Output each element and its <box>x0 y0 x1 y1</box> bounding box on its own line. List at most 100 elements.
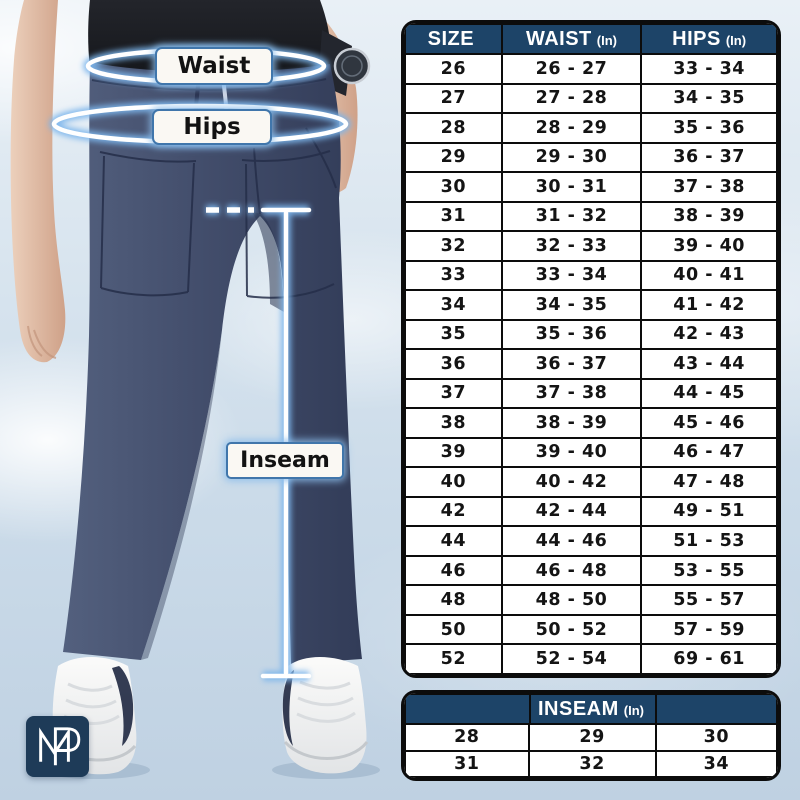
brand-logo <box>26 716 89 777</box>
size-cell: 26 <box>404 53 503 85</box>
waist-cell: 30 - 31 <box>500 171 643 203</box>
inseam-cell: 32 <box>527 749 657 778</box>
size-row: 42 42 - 44 49 - 51 <box>404 495 778 528</box>
size-row: 38 38 - 39 45 - 46 <box>404 407 778 439</box>
hips-cell: 40 - 41 <box>640 259 778 292</box>
col-header-size: SIZE <box>404 23 503 55</box>
waist-cell: 42 - 44 <box>500 495 643 528</box>
hips-cell: 46 - 47 <box>640 436 778 469</box>
hips-cell: 55 - 57 <box>640 584 778 616</box>
col-header-hips: HIPS (In) <box>640 23 778 55</box>
header-divider <box>655 695 658 723</box>
hips-cell: 36 - 37 <box>640 141 778 174</box>
size-cell: 28 <box>404 112 503 144</box>
waist-label: Waist <box>155 47 273 85</box>
waist-cell: 37 - 38 <box>500 377 643 410</box>
hips-cell: 39 - 40 <box>640 230 778 262</box>
size-cell: 44 <box>404 525 503 557</box>
waist-cell: 33 - 34 <box>500 259 643 292</box>
size-table-body: 26 26 - 27 33 - 34 27 27 - 28 34 - 35 28 28 - 2… <box>404 53 778 675</box>
waist-cell: 48 - 50 <box>500 584 643 616</box>
size-row: 52 52 - 54 69 - 61 <box>404 643 778 675</box>
size-row: 33 33 - 34 40 - 41 <box>404 259 778 292</box>
hips-cell: 41 - 42 <box>640 289 778 321</box>
size-row: 32 32 - 33 39 - 40 <box>404 230 778 262</box>
waist-cell: 39 - 40 <box>500 436 643 469</box>
size-row: 28 28 - 29 35 - 36 <box>404 112 778 144</box>
inseam-cell: 28 <box>404 723 530 752</box>
hips-cell: 45 - 46 <box>640 407 778 439</box>
size-row: 39 39 - 40 46 - 47 <box>404 436 778 469</box>
waist-cell: 38 - 39 <box>500 407 643 439</box>
size-cell: 42 <box>404 495 503 528</box>
waist-cell: 34 - 35 <box>500 289 643 321</box>
inseam-table: INSEAM (In) 28 29 30 31 32 34 <box>401 690 781 781</box>
pants <box>63 62 362 664</box>
size-row: 37 37 - 38 44 - 45 <box>404 377 778 410</box>
waist-cell: 40 - 42 <box>500 466 643 498</box>
hips-cell: 33 - 34 <box>640 53 778 85</box>
size-row: 40 40 - 42 47 - 48 <box>404 466 778 498</box>
inseam-cell: 29 <box>527 723 657 752</box>
waist-cell: 52 - 54 <box>500 643 643 675</box>
size-row: 26 26 - 27 33 - 34 <box>404 53 778 85</box>
hips-cell: 42 - 43 <box>640 318 778 351</box>
hips-cell: 35 - 36 <box>640 112 778 144</box>
hips-cell: 43 - 44 <box>640 348 778 380</box>
waist-cell: 27 - 28 <box>500 82 643 115</box>
inseam-row: 31 32 34 <box>404 749 778 778</box>
size-row: 31 31 - 32 38 - 39 <box>404 200 778 233</box>
size-cell: 30 <box>404 171 503 203</box>
inseam-cell: 34 <box>654 749 778 778</box>
waist-cell: 26 - 27 <box>500 53 643 85</box>
size-cell: 50 <box>404 613 503 646</box>
pants-seams <box>91 78 337 299</box>
size-table: SIZE WAIST (In) HIPS (In) 26 26 - 27 33 - 34… <box>401 20 781 678</box>
hips-cell: 37 - 38 <box>640 171 778 203</box>
size-row: 46 46 - 48 53 - 55 <box>404 554 778 587</box>
size-cell: 39 <box>404 436 503 469</box>
waist-cell: 35 - 36 <box>500 318 643 351</box>
size-row: 36 36 - 37 43 - 44 <box>404 348 778 380</box>
hips-cell: 34 - 35 <box>640 82 778 115</box>
right-shoe <box>282 657 369 774</box>
size-cell: 31 <box>404 200 503 233</box>
inseam-cell: 31 <box>404 749 530 778</box>
hips-cell: 44 - 45 <box>640 377 778 410</box>
col-header-waist: WAIST (In) <box>500 23 643 55</box>
size-cell: 35 <box>404 318 503 351</box>
size-cell: 36 <box>404 348 503 380</box>
size-row: 30 30 - 31 37 - 38 <box>404 171 778 203</box>
header-divider <box>528 695 531 723</box>
waist-cell: 36 - 37 <box>500 348 643 380</box>
inseam-row: 28 29 30 <box>404 723 778 752</box>
col-header-inseam: INSEAM (In) <box>404 693 778 725</box>
hips-cell: 49 - 51 <box>640 495 778 528</box>
size-cell: 38 <box>404 407 503 439</box>
size-cell: 48 <box>404 584 503 616</box>
size-row: 44 44 - 46 51 - 53 <box>404 525 778 557</box>
size-cell: 29 <box>404 141 503 174</box>
size-cell: 40 <box>404 466 503 498</box>
waist-cell: 31 - 32 <box>500 200 643 233</box>
size-row: 34 34 - 35 41 - 42 <box>404 289 778 321</box>
size-cell: 34 <box>404 289 503 321</box>
inseam-table-header-row: INSEAM (In) <box>404 693 778 725</box>
size-row: 50 50 - 52 57 - 59 <box>404 613 778 646</box>
size-row: 29 29 - 30 36 - 37 <box>404 141 778 174</box>
hips-cell: 47 - 48 <box>640 466 778 498</box>
hips-cell: 38 - 39 <box>640 200 778 233</box>
waist-cell: 50 - 52 <box>500 613 643 646</box>
size-cell: 32 <box>404 230 503 262</box>
inseam-label: Inseam <box>226 442 344 479</box>
size-row: 35 35 - 36 42 - 43 <box>404 318 778 351</box>
size-cell: 46 <box>404 554 503 587</box>
size-cell: 33 <box>404 259 503 292</box>
inseam-cell: 30 <box>654 723 778 752</box>
inseam-table-body: 28 29 30 31 32 34 <box>404 723 778 778</box>
mp-monogram-icon <box>38 726 80 765</box>
size-cell: 27 <box>404 82 503 115</box>
waist-cell: 28 - 29 <box>500 112 643 144</box>
hips-cell: 53 - 55 <box>640 554 778 587</box>
